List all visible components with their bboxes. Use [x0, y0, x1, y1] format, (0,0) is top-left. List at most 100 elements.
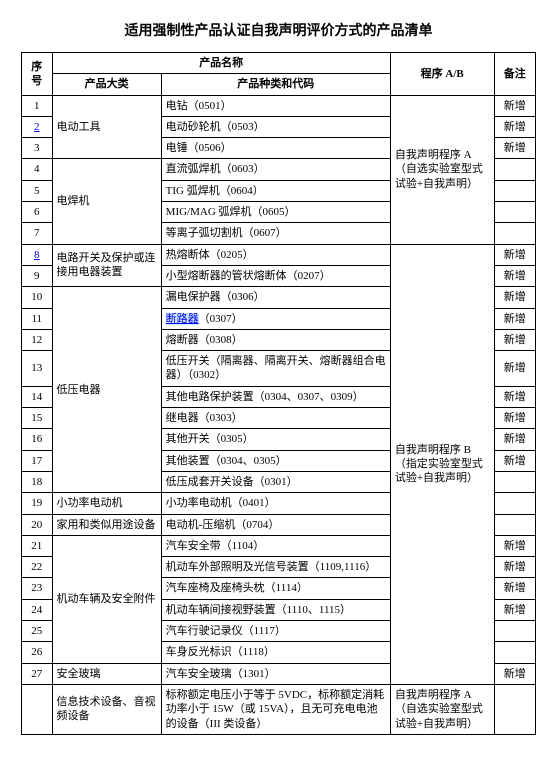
note-cell: 新增: [494, 265, 535, 286]
seq-cell: 20: [22, 514, 53, 535]
note-cell: [494, 223, 535, 244]
seq-cell: 18: [22, 471, 53, 492]
product-cell: 热熔断体（0205）: [161, 244, 390, 265]
header-category: 产品大类: [52, 74, 161, 95]
category-cell: 小功率电动机: [52, 493, 161, 514]
seq-cell: 14: [22, 386, 53, 407]
seq-cell: 8: [22, 244, 53, 265]
seq-cell: 10: [22, 287, 53, 308]
note-cell: 新增: [494, 287, 535, 308]
note-cell: 新增: [494, 535, 535, 556]
product-cell: 汽车安全带（1104）: [161, 535, 390, 556]
product-cell: 电锤（0506）: [161, 138, 390, 159]
note-cell: 新增: [494, 386, 535, 407]
product-cell: 机动车辆间接视野装置（1110、1115）: [161, 599, 390, 620]
product-cell: 电动砂轮机（0503）: [161, 116, 390, 137]
product-cell: 汽车行驶记录仪（1117）: [161, 621, 390, 642]
category-cell: 电路开关及保护或连接用电器装置: [52, 244, 161, 287]
category-cell: 安全玻璃: [52, 663, 161, 684]
note-cell: 新增: [494, 599, 535, 620]
table-row: 信息技术设备、音视频设备 标称额定电压小于等于 5VDC，标称额定消耗功率小于 …: [22, 684, 536, 734]
category-cell: 电动工具: [52, 95, 161, 159]
note-cell: [494, 642, 535, 663]
note-cell: 新增: [494, 308, 535, 329]
header-procedure: 程序 A/B: [390, 53, 494, 96]
note-cell: [494, 202, 535, 223]
table-row: 1 电动工具 电钻（0501） 自我声明程序 A（自选实验室型式试验+自我声明）…: [22, 95, 536, 116]
seq-cell: 13: [22, 351, 53, 387]
seq-link[interactable]: 2: [34, 121, 40, 133]
note-cell: [494, 684, 535, 734]
product-cell: TIG 弧焊机（0604）: [161, 180, 390, 201]
table-row: 8 电路开关及保护或连接用电器装置 热熔断体（0205） 自我声明程序 B（指定…: [22, 244, 536, 265]
product-cell: 低压开关（隔离器、隔离开关、熔断器组合电器）（0302）: [161, 351, 390, 387]
product-cell: MIG/MAG 弧焊机（0605）: [161, 202, 390, 223]
note-cell: 新增: [494, 557, 535, 578]
seq-cell: 21: [22, 535, 53, 556]
seq-cell: 5: [22, 180, 53, 201]
product-cell: 熔断器（0308）: [161, 329, 390, 350]
seq-cell: 7: [22, 223, 53, 244]
note-cell: 新增: [494, 116, 535, 137]
note-cell: [494, 493, 535, 514]
seq-cell: 2: [22, 116, 53, 137]
seq-cell: 6: [22, 202, 53, 223]
product-cell: 等离子弧切割机（0607）: [161, 223, 390, 244]
category-cell: 家用和类似用途设备: [52, 514, 161, 535]
seq-cell: 22: [22, 557, 53, 578]
note-cell: 新增: [494, 450, 535, 471]
product-cell: 漏电保护器（0306）: [161, 287, 390, 308]
seq-link[interactable]: 8: [34, 249, 40, 261]
seq-cell: [22, 684, 53, 734]
seq-cell: 3: [22, 138, 53, 159]
page-title: 适用强制性产品认证自我声明评价方式的产品清单: [20, 20, 537, 40]
product-cell: 其他装置（0304、0305）: [161, 450, 390, 471]
note-cell: 新增: [494, 244, 535, 265]
note-cell: [494, 621, 535, 642]
procedure-cell: 自我声明程序 B（指定实验室型式试验+自我声明）: [390, 244, 494, 684]
product-cell: 车身反光标识（1118）: [161, 642, 390, 663]
note-cell: 新增: [494, 329, 535, 350]
category-cell: 电焊机: [52, 159, 161, 244]
product-cell: 标称额定电压小于等于 5VDC，标称额定消耗功率小于 15W（或 15VA），且…: [161, 684, 390, 734]
product-cell: 汽车安全玻璃（1301）: [161, 663, 390, 684]
seq-cell: 19: [22, 493, 53, 514]
seq-cell: 4: [22, 159, 53, 180]
note-cell: 新增: [494, 578, 535, 599]
product-cell: 直流弧焊机（0603）: [161, 159, 390, 180]
product-cell: 汽车座椅及座椅头枕（1114）: [161, 578, 390, 599]
note-cell: 新增: [494, 429, 535, 450]
header-seq: 序号: [22, 53, 53, 96]
product-cell: 继电器（0303）: [161, 408, 390, 429]
note-cell: [494, 471, 535, 492]
note-cell: 新增: [494, 351, 535, 387]
seq-cell: 15: [22, 408, 53, 429]
seq-cell: 26: [22, 642, 53, 663]
seq-cell: 24: [22, 599, 53, 620]
note-cell: 新增: [494, 95, 535, 116]
product-cell: 其他电路保护装置（0304、0307、0309）: [161, 386, 390, 407]
note-cell: [494, 159, 535, 180]
category-cell: 信息技术设备、音视频设备: [52, 684, 161, 734]
product-cell: 小功率电动机（0401）: [161, 493, 390, 514]
product-cell: 电钻（0501）: [161, 95, 390, 116]
note-cell: 新增: [494, 408, 535, 429]
header-note: 备注: [494, 53, 535, 96]
header-product: 产品种类和代码: [161, 74, 390, 95]
product-link[interactable]: 断路器: [166, 313, 199, 325]
header-name: 产品名称: [52, 53, 390, 74]
product-cell: 其他开关（0305）: [161, 429, 390, 450]
product-cell: 断路器（0307）: [161, 308, 390, 329]
note-cell: [494, 180, 535, 201]
procedure-cell: 自我声明程序 A（自选实验室型式试验+自我声明）: [390, 95, 494, 244]
category-cell: 机动车辆及安全附件: [52, 535, 161, 663]
seq-cell: 17: [22, 450, 53, 471]
product-table: 序号 产品名称 程序 A/B 备注 产品大类 产品种类和代码 1 电动工具 电钻…: [21, 52, 536, 735]
product-cell: 机动车外部照明及光信号装置（1109,1116）: [161, 557, 390, 578]
seq-cell: 11: [22, 308, 53, 329]
procedure-cell: 自我声明程序 A（自选实验室型式试验+自我声明）: [390, 684, 494, 734]
note-cell: [494, 514, 535, 535]
note-cell: 新增: [494, 663, 535, 684]
seq-cell: 16: [22, 429, 53, 450]
note-cell: 新增: [494, 138, 535, 159]
